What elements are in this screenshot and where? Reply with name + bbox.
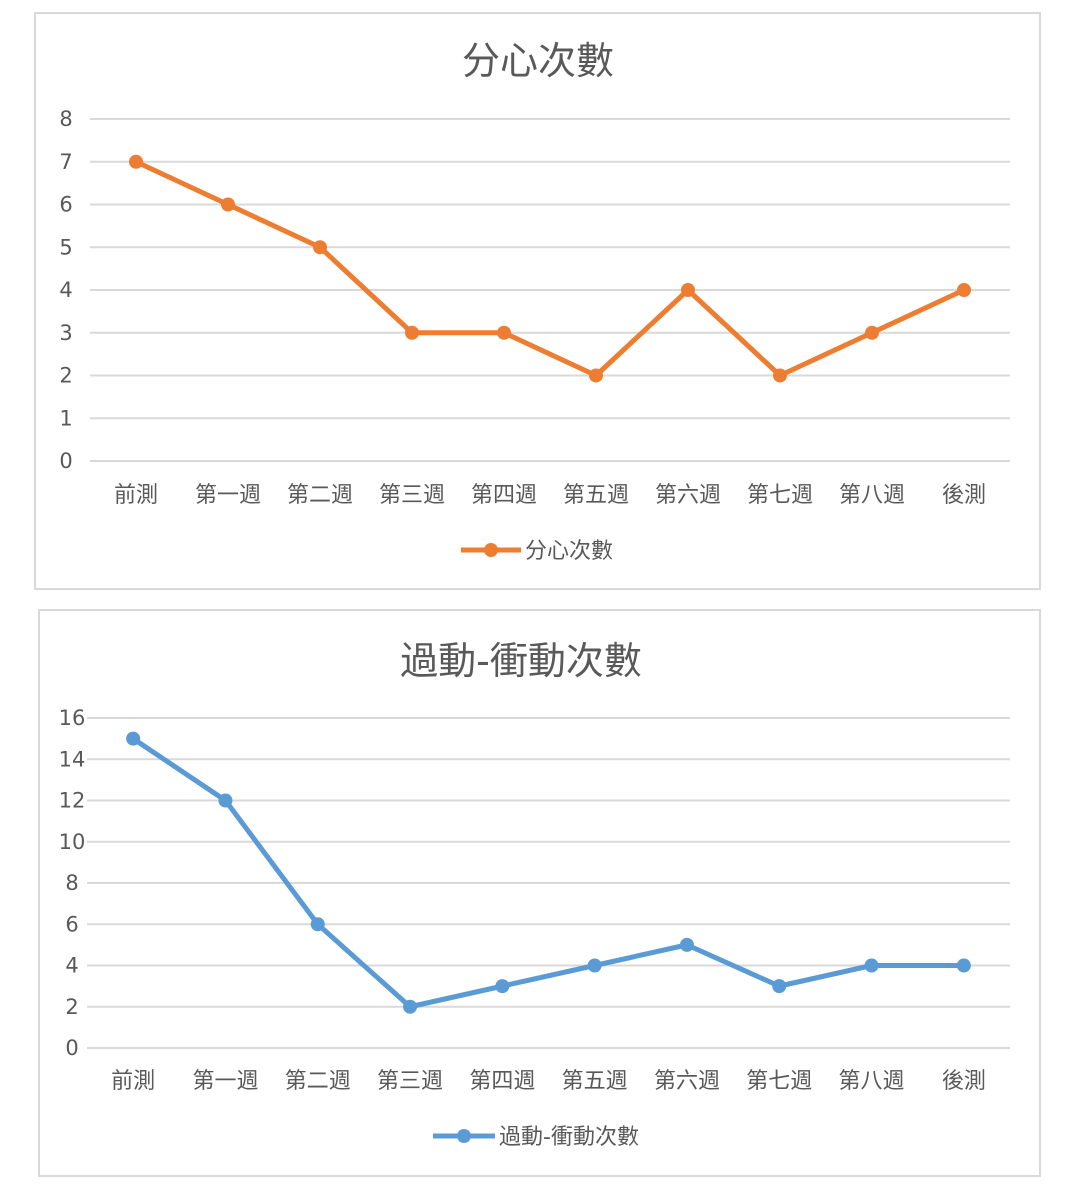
distraction-data-point — [957, 283, 971, 297]
distraction-data-point — [129, 154, 143, 169]
hyperactivity-data-point — [218, 793, 233, 808]
distraction-data-point — [221, 197, 235, 212]
distraction-series-line — [133, 159, 967, 378]
distraction-y-tick-label: 3 — [59, 321, 72, 345]
distraction-y-tick-label: 4 — [59, 278, 72, 302]
distraction-x-tick-label: 第一週 — [195, 483, 261, 508]
distraction-data-point — [773, 368, 787, 383]
hyperactivity-y-tick-label: 14 — [59, 747, 86, 771]
hyperactivity-x-tick-label: 第五週 — [562, 1069, 628, 1094]
hyperactivity-y-tick-label: 4 — [65, 954, 78, 978]
distraction-data-point — [497, 325, 511, 340]
hyperactivity-chart-title: 過動-衝動次數 — [400, 639, 642, 683]
hyperactivity-data-point — [495, 979, 510, 994]
distraction-y-tick-label: 8 — [59, 107, 72, 131]
distraction-x-tick-label: 第五週 — [563, 483, 629, 508]
hyperactivity-x-tick-label: 第八週 — [839, 1069, 905, 1094]
hyperactivity-x-tick-label: 第三週 — [377, 1069, 443, 1094]
hyperactivity-y-tick-label: 12 — [59, 789, 86, 813]
hyperactivity-y-tick-label: 16 — [59, 706, 86, 730]
hyperactivity-data-point — [772, 979, 787, 994]
hyperactivity-data-point — [310, 917, 325, 932]
distraction-x-tick-label: 後測 — [942, 483, 986, 508]
hyperactivity-x-tick-label: 第一週 — [192, 1069, 258, 1094]
distraction-legend-marker — [484, 543, 498, 557]
distraction-y-tick-label: 7 — [59, 150, 72, 174]
hyperactivity-x-tick-label: 前測 — [111, 1069, 155, 1094]
distraction-chart-title: 分心次數 — [462, 39, 614, 83]
hyperactivity-chart-panel: 過動-衝動次數 0 2 4 6 8 10 12 14 16 前測 第一週 第二週 第三週 第四週 第五週 第六週… — [38, 609, 1041, 1177]
hyperactivity-series-line — [130, 736, 967, 1010]
hyperactivity-y-tick-label: 6 — [65, 912, 78, 936]
distraction-x-tick-label: 第二週 — [287, 483, 353, 508]
distraction-y-tick-label: 6 — [59, 193, 72, 217]
hyperactivity-x-tick-label: 第二週 — [285, 1069, 351, 1094]
distraction-data-point — [313, 240, 327, 255]
distraction-chart-panel: 分心次數 0 1 2 3 4 5 6 7 8 前測 第一週 第二週 第三週 第四週 第五週 第六週 第七週 第八週 後… — [34, 12, 1041, 590]
hyperactivity-x-tick-label: 後測 — [942, 1069, 986, 1094]
hyperactivity-legend-label: 過動-衝動次數 — [499, 1125, 639, 1150]
distraction-y-tick-label: 0 — [59, 449, 72, 473]
hyperactivity-data-point — [956, 958, 971, 973]
distraction-y-tick-label: 5 — [59, 235, 72, 259]
distraction-x-tick-label: 第四週 — [471, 483, 537, 508]
distraction-x-tick-label: 第三週 — [379, 483, 445, 508]
distraction-chart: 分心次數 0 1 2 3 4 5 6 7 8 前測 第一週 第二週 第三週 第四週 第五週 第六週 第七週 第八週 後… — [59, 39, 1010, 564]
distraction-data-point — [865, 325, 879, 340]
hyperactivity-data-point — [126, 731, 141, 746]
hyperactivity-y-tick-label: 0 — [65, 1036, 78, 1060]
hyperactivity-x-tick-label: 第七週 — [746, 1069, 812, 1094]
distraction-x-tick-label: 第七週 — [747, 483, 813, 508]
hyperactivity-y-tick-label: 2 — [65, 995, 78, 1019]
hyperactivity-legend-marker — [457, 1129, 471, 1143]
distraction-data-point — [589, 368, 603, 383]
distraction-y-tick-label: 2 — [59, 364, 72, 388]
hyperactivity-chart: 過動-衝動次數 0 2 4 6 8 10 12 14 16 前測 第一週 第二週 第三週 第四週 第五週 第六週… — [59, 639, 1010, 1150]
distraction-x-tick-label: 前測 — [114, 483, 158, 508]
hyperactivity-y-tick-label: 10 — [59, 830, 86, 854]
hyperactivity-data-point — [403, 999, 418, 1014]
hyperactivity-data-point — [679, 937, 694, 952]
hyperactivity-x-tick-label: 第四週 — [469, 1069, 535, 1094]
hyperactivity-data-point — [587, 958, 602, 973]
distraction-data-point — [681, 283, 695, 297]
distraction-x-tick-label: 第六週 — [655, 483, 721, 508]
distraction-x-tick-label: 第八週 — [839, 483, 905, 508]
hyperactivity-x-tick-label: 第六週 — [654, 1069, 720, 1094]
distraction-y-tick-label: 1 — [59, 406, 72, 430]
distraction-legend-label: 分心次數 — [525, 539, 613, 564]
hyperactivity-data-point — [864, 958, 879, 973]
distraction-data-point — [405, 325, 419, 340]
hyperactivity-y-tick-label: 8 — [65, 871, 78, 895]
